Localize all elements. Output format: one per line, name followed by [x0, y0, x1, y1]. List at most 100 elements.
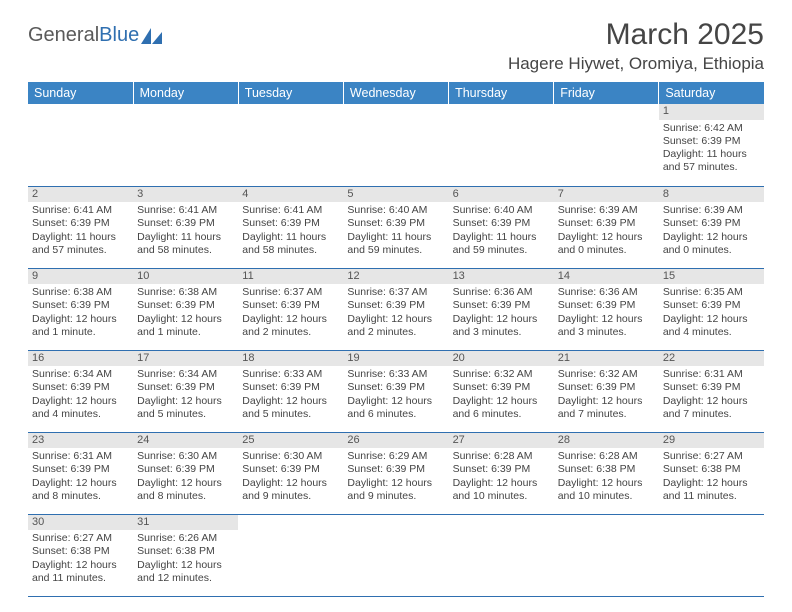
daylight-line: Daylight: 12 hours and 1 minute.: [137, 313, 234, 339]
sunrise-line: Sunrise: 6:40 AM: [453, 204, 550, 217]
day-number: 11: [238, 269, 343, 285]
sunrise-line: Sunrise: 6:41 AM: [32, 204, 129, 217]
calendar-cell: 15Sunrise: 6:35 AMSunset: 6:39 PMDayligh…: [659, 268, 764, 350]
sunrise-line: Sunrise: 6:36 AM: [453, 286, 550, 299]
day-number: 31: [133, 515, 238, 531]
calendar-cell: 8Sunrise: 6:39 AMSunset: 6:39 PMDaylight…: [659, 186, 764, 268]
sunset-line: Sunset: 6:39 PM: [137, 463, 234, 476]
weekday-header: Saturday: [659, 82, 764, 104]
day-number: 3: [133, 187, 238, 203]
day-details: Sunrise: 6:42 AMSunset: 6:39 PMDaylight:…: [659, 122, 764, 177]
daylight-line: Daylight: 12 hours and 1 minute.: [32, 313, 129, 339]
sunrise-line: Sunrise: 6:34 AM: [137, 368, 234, 381]
calendar-cell: 3Sunrise: 6:41 AMSunset: 6:39 PMDaylight…: [133, 186, 238, 268]
calendar-cell: [659, 514, 764, 596]
daylight-line: Daylight: 12 hours and 11 minutes.: [663, 477, 760, 503]
sunrise-line: Sunrise: 6:42 AM: [663, 122, 760, 135]
day-number: 22: [659, 351, 764, 367]
day-details: Sunrise: 6:40 AMSunset: 6:39 PMDaylight:…: [449, 204, 554, 259]
day-number: 15: [659, 269, 764, 285]
day-number: 2: [28, 187, 133, 203]
daylight-line: Daylight: 12 hours and 4 minutes.: [663, 313, 760, 339]
calendar-cell: 22Sunrise: 6:31 AMSunset: 6:39 PMDayligh…: [659, 350, 764, 432]
day-number: 16: [28, 351, 133, 367]
sunset-line: Sunset: 6:39 PM: [242, 463, 339, 476]
calendar-cell: 13Sunrise: 6:36 AMSunset: 6:39 PMDayligh…: [449, 268, 554, 350]
daylight-line: Daylight: 12 hours and 0 minutes.: [558, 231, 655, 257]
day-details: Sunrise: 6:33 AMSunset: 6:39 PMDaylight:…: [343, 368, 448, 423]
calendar-cell: 18Sunrise: 6:33 AMSunset: 6:39 PMDayligh…: [238, 350, 343, 432]
day-details: Sunrise: 6:39 AMSunset: 6:39 PMDaylight:…: [554, 204, 659, 259]
calendar-cell: 24Sunrise: 6:30 AMSunset: 6:39 PMDayligh…: [133, 432, 238, 514]
calendar-cell: [554, 514, 659, 596]
day-number: 7: [554, 187, 659, 203]
daylight-line: Daylight: 12 hours and 10 minutes.: [558, 477, 655, 503]
daylight-line: Daylight: 12 hours and 5 minutes.: [137, 395, 234, 421]
day-details: Sunrise: 6:37 AMSunset: 6:39 PMDaylight:…: [238, 286, 343, 341]
sunset-line: Sunset: 6:38 PM: [558, 463, 655, 476]
day-details: Sunrise: 6:30 AMSunset: 6:39 PMDaylight:…: [133, 450, 238, 505]
daylight-line: Daylight: 12 hours and 9 minutes.: [347, 477, 444, 503]
day-number: 14: [554, 269, 659, 285]
calendar-cell: [28, 104, 133, 186]
day-details: Sunrise: 6:34 AMSunset: 6:39 PMDaylight:…: [28, 368, 133, 423]
header: General Blue March 2025 Hagere Hiywet, O…: [28, 18, 764, 74]
calendar-body: 1Sunrise: 6:42 AMSunset: 6:39 PMDaylight…: [28, 104, 764, 596]
daylight-line: Daylight: 12 hours and 11 minutes.: [32, 559, 129, 585]
day-number: 29: [659, 433, 764, 449]
sunrise-line: Sunrise: 6:27 AM: [663, 450, 760, 463]
calendar-cell: 1 Sunrise: 6:42 AMSunset: 6:39 PMDaylight…: [659, 104, 764, 186]
calendar-cell: 10Sunrise: 6:38 AMSunset: 6:39 PMDayligh…: [133, 268, 238, 350]
weekday-header: Wednesday: [343, 82, 448, 104]
day-details: Sunrise: 6:33 AMSunset: 6:39 PMDaylight:…: [238, 368, 343, 423]
day-details: Sunrise: 6:26 AMSunset: 6:38 PMDaylight:…: [133, 532, 238, 587]
day-details: Sunrise: 6:28 AMSunset: 6:39 PMDaylight:…: [449, 450, 554, 505]
calendar-cell: 20Sunrise: 6:32 AMSunset: 6:39 PMDayligh…: [449, 350, 554, 432]
daylight-line: Daylight: 12 hours and 10 minutes.: [453, 477, 550, 503]
sunset-line: Sunset: 6:39 PM: [347, 217, 444, 230]
day-number: 4: [238, 187, 343, 203]
sunset-line: Sunset: 6:39 PM: [663, 381, 760, 394]
sunset-line: Sunset: 6:39 PM: [453, 463, 550, 476]
sunset-line: Sunset: 6:39 PM: [347, 299, 444, 312]
calendar-cell: [449, 514, 554, 596]
daylight-line: Daylight: 12 hours and 6 minutes.: [347, 395, 444, 421]
calendar-cell: 7Sunrise: 6:39 AMSunset: 6:39 PMDaylight…: [554, 186, 659, 268]
sunrise-line: Sunrise: 6:31 AM: [663, 368, 760, 381]
calendar-cell: [449, 104, 554, 186]
day-details: Sunrise: 6:38 AMSunset: 6:39 PMDaylight:…: [28, 286, 133, 341]
day-details: Sunrise: 6:27 AMSunset: 6:38 PMDaylight:…: [28, 532, 133, 587]
sunrise-line: Sunrise: 6:37 AM: [242, 286, 339, 299]
day-details: Sunrise: 6:40 AMSunset: 6:39 PMDaylight:…: [343, 204, 448, 259]
sunset-line: Sunset: 6:39 PM: [663, 217, 760, 230]
sunrise-line: Sunrise: 6:35 AM: [663, 286, 760, 299]
daylight-line: Daylight: 11 hours and 58 minutes.: [242, 231, 339, 257]
sunrise-line: Sunrise: 6:32 AM: [558, 368, 655, 381]
day-number: 23: [28, 433, 133, 449]
calendar-header-row: SundayMondayTuesdayWednesdayThursdayFrid…: [28, 82, 764, 104]
weekday-header: Tuesday: [238, 82, 343, 104]
day-details: Sunrise: 6:32 AMSunset: 6:39 PMDaylight:…: [449, 368, 554, 423]
calendar-cell: 11Sunrise: 6:37 AMSunset: 6:39 PMDayligh…: [238, 268, 343, 350]
daylight-line: Daylight: 12 hours and 3 minutes.: [558, 313, 655, 339]
calendar-cell: 4Sunrise: 6:41 AMSunset: 6:39 PMDaylight…: [238, 186, 343, 268]
day-number: 18: [238, 351, 343, 367]
sunrise-line: Sunrise: 6:34 AM: [32, 368, 129, 381]
calendar-cell: 17Sunrise: 6:34 AMSunset: 6:39 PMDayligh…: [133, 350, 238, 432]
sunrise-line: Sunrise: 6:29 AM: [347, 450, 444, 463]
day-details: Sunrise: 6:41 AMSunset: 6:39 PMDaylight:…: [28, 204, 133, 259]
daylight-line: Daylight: 11 hours and 57 minutes.: [32, 231, 129, 257]
month-title: March 2025: [508, 18, 764, 52]
calendar-cell: 16Sunrise: 6:34 AMSunset: 6:39 PMDayligh…: [28, 350, 133, 432]
day-number: 6: [449, 187, 554, 203]
logo-text-general: General: [28, 24, 99, 47]
daylight-line: Daylight: 12 hours and 0 minutes.: [663, 231, 760, 257]
daylight-line: Daylight: 12 hours and 8 minutes.: [32, 477, 129, 503]
calendar-cell: 23Sunrise: 6:31 AMSunset: 6:39 PMDayligh…: [28, 432, 133, 514]
calendar-cell: [238, 104, 343, 186]
sunset-line: Sunset: 6:39 PM: [137, 381, 234, 394]
sunset-line: Sunset: 6:39 PM: [453, 381, 550, 394]
day-number: 1: [659, 104, 764, 120]
sunrise-line: Sunrise: 6:36 AM: [558, 286, 655, 299]
day-number: 25: [238, 433, 343, 449]
